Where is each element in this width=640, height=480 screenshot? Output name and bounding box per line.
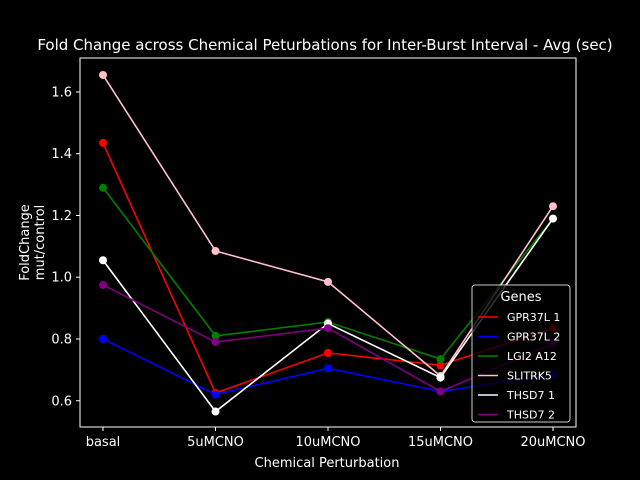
legend-item: GPR37L 1 — [478, 311, 560, 324]
legend-label: GPR37L 1 — [507, 311, 560, 324]
data-point — [211, 390, 220, 399]
data-point — [324, 277, 332, 286]
legend-item: LGI2 A12 — [478, 350, 557, 363]
y-axis-label-text: FoldChangemut/control — [18, 204, 48, 281]
x-tick-label: 20uMCNO — [520, 435, 585, 450]
x-tick-label: 5uMCNO — [187, 435, 244, 450]
y-tick-label: 1.2 — [51, 209, 72, 224]
x-tick-label: basal — [86, 435, 121, 450]
data-point — [436, 355, 445, 364]
data-point — [211, 246, 220, 255]
legend-box — [471, 284, 571, 423]
data-point — [436, 361, 445, 370]
data-point — [324, 348, 332, 357]
legend-title: Genes — [500, 290, 541, 305]
legend-label: THSD7 1 — [506, 389, 555, 402]
legend-item: GPR37L 2 — [478, 331, 560, 344]
data-point — [436, 387, 445, 396]
x-tick-label: 15uMCNO — [408, 435, 473, 450]
data-point — [211, 331, 220, 340]
data-point — [99, 334, 107, 343]
data-point — [99, 138, 107, 147]
y-tick-label: 0.8 — [51, 332, 72, 347]
y-axis-label-line: mut/control — [33, 205, 48, 280]
data-point — [324, 364, 332, 373]
y-tick-label: 1.0 — [51, 271, 72, 286]
legend-item: THSD7 1 — [478, 389, 555, 402]
x-axis-label: Chemical Perturbation — [255, 456, 400, 471]
data-point — [436, 373, 445, 382]
x-tick-label: 10uMCNO — [295, 435, 360, 450]
y-tick-label: 0.6 — [51, 394, 72, 409]
y-axis-label-line: FoldChange — [18, 204, 33, 281]
data-point — [99, 280, 107, 289]
data-point — [211, 338, 220, 347]
legend: Genes GPR37L 1 GPR37L 2 LGI2 A12 SLITRK5 THSD… — [471, 284, 571, 423]
y-tick-label: 1.6 — [51, 85, 72, 100]
data-point — [99, 256, 107, 265]
legend-label: THSD7 2 — [506, 409, 555, 422]
data-point — [211, 407, 220, 416]
data-point — [549, 214, 557, 223]
legend-item: THSD7 2 — [478, 409, 555, 422]
legend-label: GPR37L 2 — [507, 331, 560, 344]
data-point — [99, 70, 107, 79]
data-point — [324, 324, 332, 333]
chart-title: Fold Change across Chemical Peturbations… — [37, 36, 612, 54]
legend-label: LGI2 A12 — [507, 350, 557, 363]
y-tick-label: 1.4 — [51, 147, 72, 162]
data-point — [549, 202, 557, 211]
data-point — [99, 183, 107, 192]
legend-label: SLITRK5 — [507, 370, 552, 383]
y-axis-label: FoldChangemut/control — [18, 204, 48, 281]
legend-item: SLITRK5 — [478, 370, 552, 383]
